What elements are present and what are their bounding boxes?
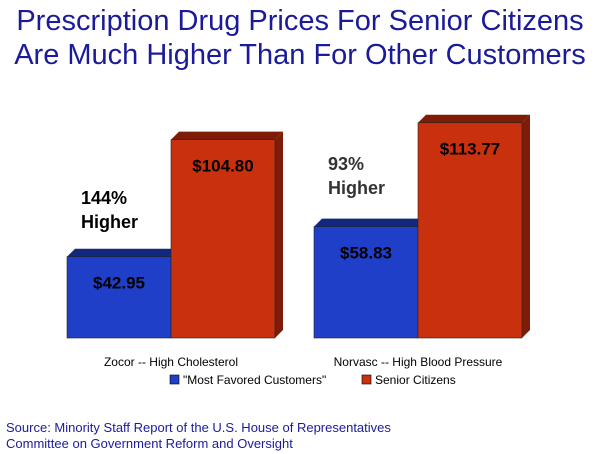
bar-0-0 <box>66 256 172 339</box>
bar-chart: $42.95 $104.80 Zocor -- High Cholesterol 14… <box>66 114 530 387</box>
data-label-1-1: $113.77 <box>440 140 501 159</box>
bar-top-0-0 <box>67 248 179 257</box>
annotation-1-line-0: 93% <box>328 154 364 174</box>
source-line-2: Committee on Government Reform and Overs… <box>6 436 293 451</box>
legend-label-1: Senior Citizens <box>375 373 456 387</box>
category-label-0: Zocor -- High Cholesterol <box>104 355 238 369</box>
legend-swatch-0 <box>169 374 180 385</box>
chart-title-line-1: Prescription Drug Prices For Senior Citi… <box>16 5 584 37</box>
bar-0-1 <box>313 226 419 339</box>
annotation-1-line-1: Higher <box>328 178 385 198</box>
source-line-1: Source: Minority Staff Report of the U.S… <box>6 420 391 435</box>
bar-1-1 <box>417 122 523 339</box>
legend-swatch-1 <box>361 374 372 385</box>
bar-side-1-1 <box>522 114 530 338</box>
data-label-1-0: $104.80 <box>192 157 253 176</box>
bar-side-1-0 <box>275 131 283 338</box>
data-label-0-1: $58.83 <box>340 244 392 263</box>
annotation-0-line-0: 144% <box>81 188 127 208</box>
chart-title-line-2: Are Much Higher Than For Other Customers <box>14 39 586 71</box>
bar-1-0 <box>170 139 276 339</box>
category-label-1: Norvasc -- High Blood Pressure <box>334 355 503 369</box>
bar-top-1-0 <box>171 131 283 140</box>
annotation-0-line-1: Higher <box>81 212 138 232</box>
bar-top-1-1 <box>418 114 530 123</box>
data-label-0-0: $42.95 <box>93 274 145 293</box>
legend-label-0: "Most Favored Customers" <box>183 373 326 387</box>
bar-top-0-1 <box>314 218 426 227</box>
